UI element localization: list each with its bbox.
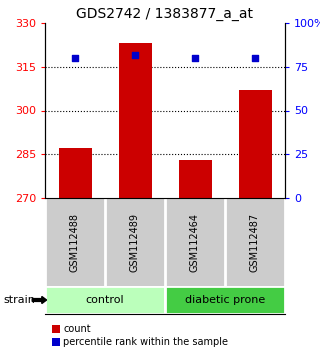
Point bbox=[132, 52, 138, 57]
Text: GSM112464: GSM112464 bbox=[190, 212, 200, 272]
Bar bbox=[59, 148, 92, 198]
Bar bbox=[45, 286, 165, 314]
Text: GSM112489: GSM112489 bbox=[130, 212, 140, 272]
Text: strain: strain bbox=[3, 295, 35, 305]
Point bbox=[252, 55, 258, 61]
Legend: count, percentile rank within the sample: count, percentile rank within the sample bbox=[50, 322, 230, 349]
Text: control: control bbox=[86, 295, 124, 305]
Text: diabetic prone: diabetic prone bbox=[185, 295, 265, 305]
Bar bbox=[165, 286, 285, 314]
Bar bbox=[179, 160, 212, 198]
Title: GDS2742 / 1383877_a_at: GDS2742 / 1383877_a_at bbox=[76, 7, 253, 21]
Bar bbox=[118, 44, 151, 198]
Point bbox=[72, 55, 77, 61]
Text: GSM112488: GSM112488 bbox=[70, 212, 80, 272]
Bar bbox=[238, 90, 271, 198]
Text: GSM112487: GSM112487 bbox=[250, 212, 260, 272]
Point bbox=[192, 55, 197, 61]
